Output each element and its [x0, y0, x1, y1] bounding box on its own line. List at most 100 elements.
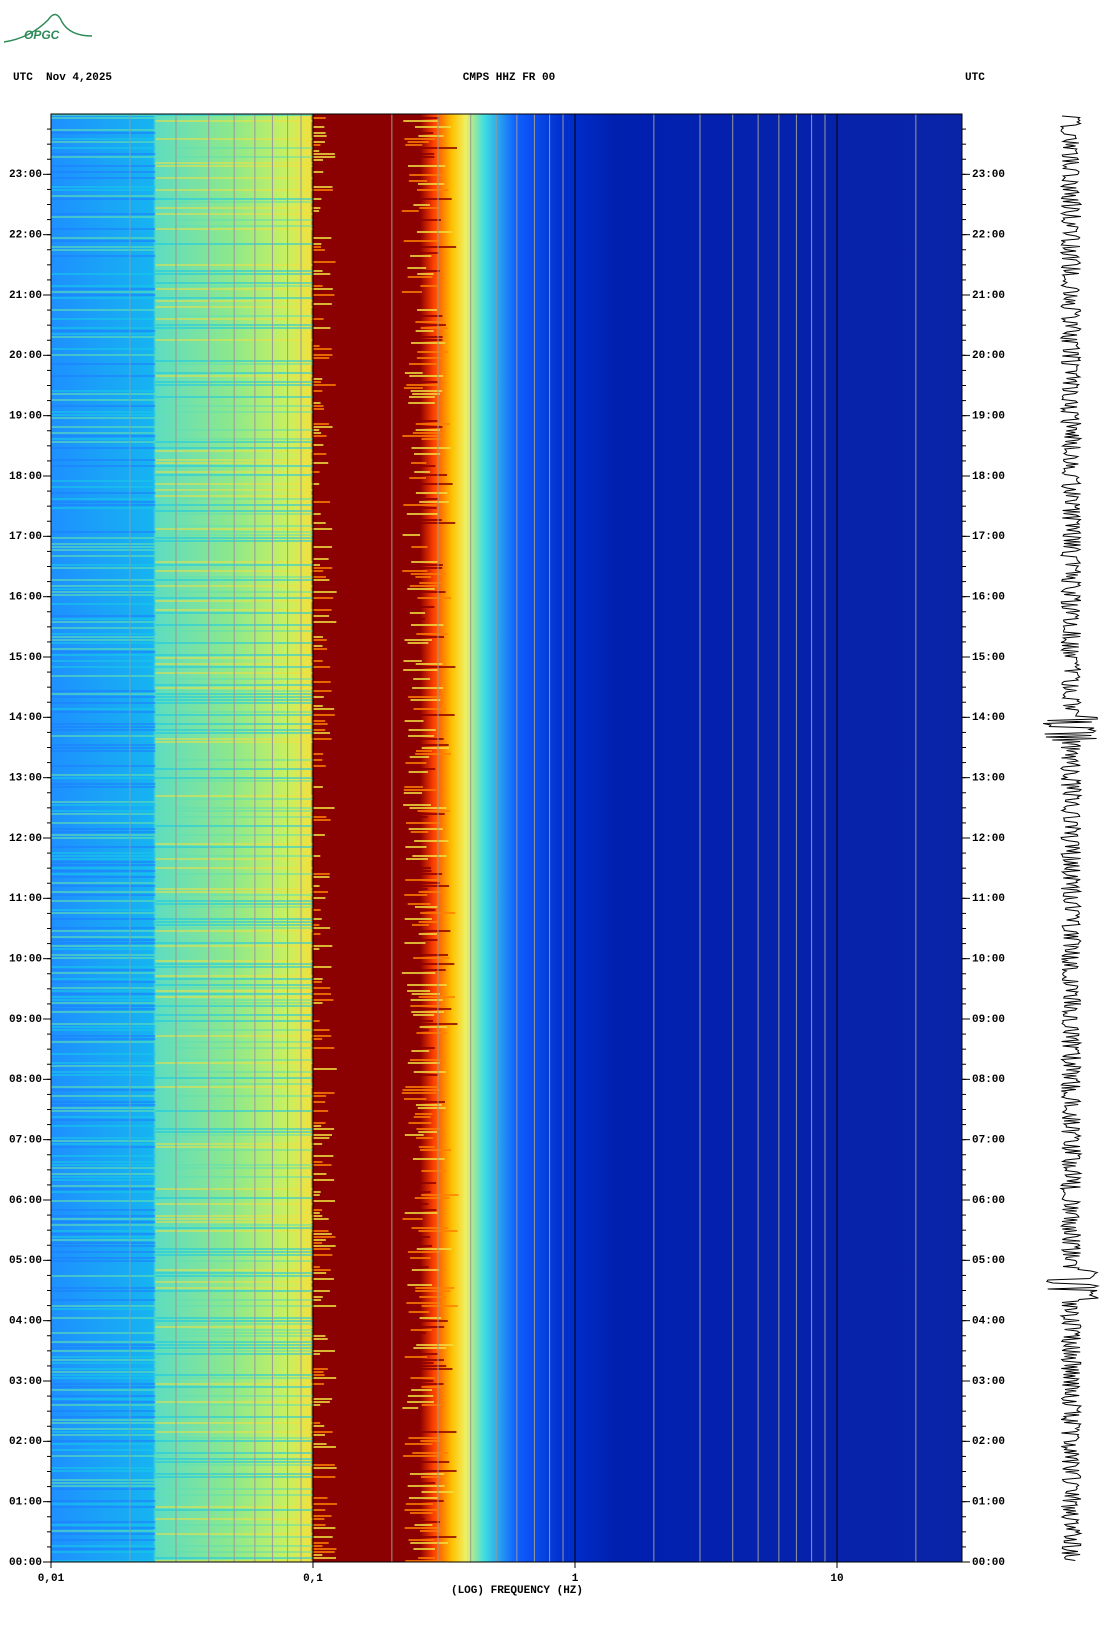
- texture-stripe: [312, 723, 328, 725]
- texture-stripe: [312, 636, 323, 638]
- texture-stripe: [411, 1011, 444, 1013]
- texture-stripe: [312, 1161, 323, 1163]
- texture-stripe: [51, 1167, 156, 1169]
- y-tick-label: 20:00: [972, 350, 1005, 362]
- texture-stripe: [409, 477, 427, 479]
- texture-stripe: [51, 375, 156, 377]
- texture-stripe: [51, 585, 156, 587]
- y-tick-label: 22:00: [972, 230, 1005, 242]
- y-tick-label: 07:00: [972, 1135, 1005, 1147]
- texture-stripe: [51, 1410, 156, 1412]
- texture-stripe: [312, 918, 322, 920]
- texture-stripe: [409, 585, 439, 587]
- texture-stripe: [312, 786, 323, 788]
- texture-stripe: [419, 1296, 447, 1298]
- texture-stripe: [312, 159, 324, 161]
- texture-stripe: [402, 870, 432, 872]
- texture-stripe: [51, 1029, 156, 1031]
- texture-stripe: [51, 993, 156, 995]
- x-axis-label: (LOG) FREQUENCY (HZ): [451, 1585, 583, 1597]
- texture-stripe: [407, 588, 435, 590]
- texture-stripe: [415, 324, 446, 326]
- texture-stripe: [312, 483, 320, 485]
- texture-stripe: [312, 1374, 325, 1376]
- texture-stripe: [51, 114, 156, 116]
- texture-stripe: [408, 771, 428, 773]
- texture-stripe: [421, 438, 443, 440]
- texture-stripe: [409, 495, 426, 497]
- texture-stripe: [51, 1419, 156, 1421]
- texture-stripe: [51, 327, 156, 329]
- texture-stripe: [312, 1122, 326, 1124]
- texture-stripe: [51, 1404, 156, 1406]
- texture-stripe: [312, 690, 332, 692]
- texture-stripe: [312, 513, 321, 515]
- y-tick-label: 21:00: [9, 290, 42, 302]
- texture-stripe: [420, 930, 451, 932]
- texture-stripe: [404, 1356, 428, 1358]
- texture-stripe: [51, 1116, 156, 1118]
- texture-stripe: [420, 483, 453, 485]
- y-tick-label: 08:00: [972, 1074, 1005, 1086]
- texture-stripe: [403, 669, 438, 671]
- texture-stripe: [312, 135, 327, 137]
- texture-stripe: [406, 252, 439, 254]
- texture-stripe: [312, 1464, 335, 1466]
- texture-stripe: [405, 618, 425, 620]
- texture-stripe: [51, 750, 156, 752]
- texture-stripe: [51, 777, 156, 779]
- texture-stripe: [51, 1287, 156, 1289]
- texture-stripe: [312, 429, 320, 431]
- texture-stripe: [51, 636, 156, 638]
- texture-stripe: [417, 597, 452, 599]
- texture-stripe: [51, 546, 156, 548]
- texture-stripe: [312, 1155, 334, 1157]
- texture-stripe: [51, 1218, 156, 1220]
- texture-stripe: [413, 132, 434, 134]
- texture-stripe: [418, 996, 456, 998]
- texture-stripe: [312, 273, 331, 275]
- texture-stripe: [409, 612, 426, 614]
- texture-stripe: [51, 555, 156, 557]
- texture-stripe: [51, 1239, 156, 1241]
- texture-stripe: [401, 972, 436, 974]
- texture-stripe: [420, 285, 438, 287]
- texture-stripe: [404, 639, 432, 641]
- texture-stripe: [419, 207, 440, 209]
- texture-stripe: [51, 1560, 156, 1562]
- texture-stripe: [403, 804, 431, 806]
- texture-stripe: [312, 1422, 321, 1424]
- texture-stripe: [51, 690, 156, 692]
- texture-stripe: [312, 615, 330, 617]
- texture-stripe: [51, 1332, 156, 1334]
- y-tick-label: 13:00: [9, 773, 42, 785]
- texture-stripe: [51, 846, 156, 848]
- texture-stripe: [408, 180, 428, 182]
- texture-stripe: [404, 942, 426, 944]
- texture-stripe: [402, 909, 436, 911]
- texture-stripe: [312, 1401, 330, 1403]
- texture-stripe: [405, 1503, 433, 1505]
- texture-stripe: [51, 666, 156, 668]
- texture-stripe: [312, 462, 329, 464]
- texture-stripe: [51, 1422, 156, 1424]
- texture-stripe: [51, 810, 156, 812]
- texture-stripe: [312, 1029, 330, 1031]
- texture-stripe: [416, 1326, 445, 1328]
- texture-stripe: [405, 1560, 443, 1562]
- texture-stripe: [312, 1377, 337, 1379]
- texture-stripe: [51, 564, 156, 566]
- texture-stripe: [312, 732, 330, 734]
- texture-stripe: [51, 1188, 156, 1190]
- texture-stripe: [312, 285, 323, 287]
- texture-stripe: [404, 1518, 425, 1520]
- texture-stripe: [404, 138, 436, 140]
- texture-stripe: [418, 891, 445, 893]
- texture-stripe: [51, 336, 156, 338]
- texture-stripe: [312, 1068, 337, 1070]
- texture-stripe: [414, 453, 441, 455]
- texture-stripe: [411, 954, 449, 956]
- texture-stripe: [312, 1215, 323, 1217]
- texture-stripe: [51, 1005, 156, 1007]
- texture-stripe: [312, 153, 335, 155]
